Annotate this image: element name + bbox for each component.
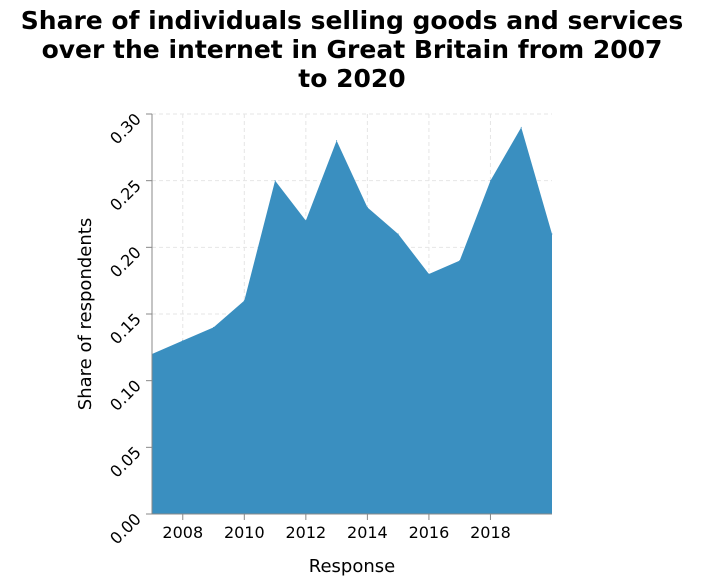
data-point — [243, 300, 245, 302]
data-point — [520, 126, 522, 128]
data-point — [305, 220, 307, 222]
y-tick-label: 0.00 — [106, 509, 145, 548]
data-point — [182, 340, 184, 342]
data-point — [397, 233, 399, 235]
data-point — [213, 326, 215, 328]
data-point — [551, 233, 553, 235]
chart-title-line-2: over the internet in Great Britain from … — [41, 35, 663, 64]
chart-title-line-3: to 2020 — [298, 64, 406, 93]
y-axis-ticks: 0.00 0.05 0.10 0.15 0.20 0.25 0.30 — [106, 109, 152, 548]
data-point — [274, 180, 276, 182]
y-tick-label: 0.25 — [106, 176, 145, 215]
data-point — [459, 260, 461, 262]
y-tick-label: 0.20 — [106, 243, 145, 282]
y-tick-label: 0.30 — [106, 109, 145, 148]
x-tick-label: 2018 — [470, 523, 511, 542]
data-point — [336, 140, 338, 142]
x-tick-label: 2008 — [162, 523, 203, 542]
x-axis-ticks: 2008 2010 2012 2014 2016 2018 — [162, 514, 511, 542]
y-tick-label: 0.15 — [106, 309, 145, 348]
chart-title: Share of individuals selling goods and s… — [0, 6, 704, 93]
y-tick-label: 0.05 — [106, 443, 145, 482]
area-fill — [152, 127, 552, 514]
x-axis-label: Response — [309, 556, 395, 577]
data-point — [428, 273, 430, 275]
x-tick-label: 2016 — [409, 523, 450, 542]
y-tick-label: 0.10 — [106, 376, 145, 415]
x-tick-label: 2014 — [347, 523, 388, 542]
chart-title-line-1: Share of individuals selling goods and s… — [20, 6, 684, 35]
data-point — [366, 206, 368, 208]
x-tick-label: 2012 — [285, 523, 326, 542]
area-series — [151, 126, 553, 514]
x-tick-label: 2010 — [224, 523, 265, 542]
y-axis-label: Share of respondents — [75, 218, 96, 410]
data-point — [489, 180, 491, 182]
